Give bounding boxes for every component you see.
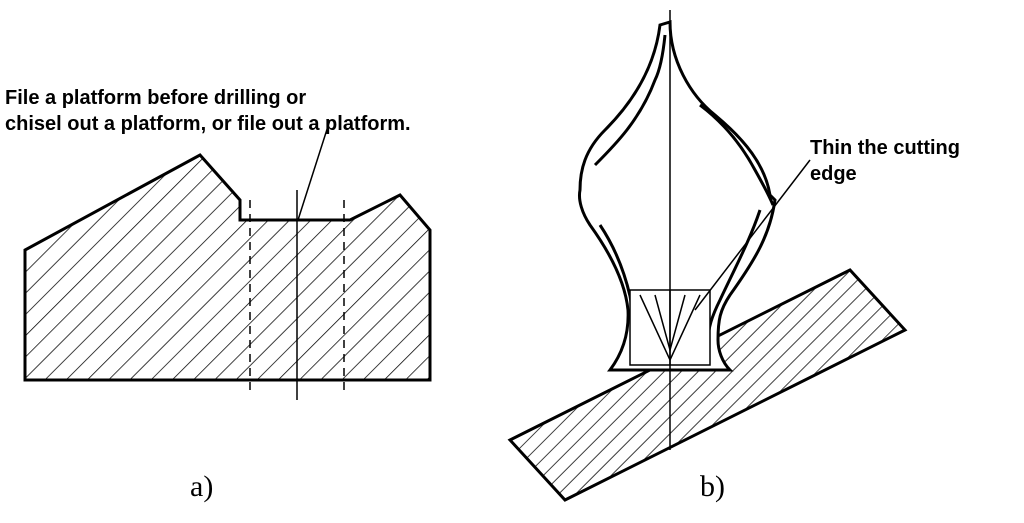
sub-label-a: a) xyxy=(190,470,213,504)
diagram-b xyxy=(510,10,905,500)
label-a: File a platform before drilling or chise… xyxy=(5,85,411,137)
diagram-svg xyxy=(0,0,1024,523)
technical-diagram-container: File a platform before drilling or chise… xyxy=(0,0,1024,523)
sub-label-b: b) xyxy=(700,470,725,504)
diagram-a-hatch xyxy=(25,155,430,380)
diagram-a xyxy=(25,120,430,400)
label-a-line2: chisel out a platform, or file out a pla… xyxy=(5,111,411,137)
label-b: Thin the cutting edge xyxy=(810,135,960,187)
label-b-line2: edge xyxy=(810,161,960,187)
label-a-line1: File a platform before drilling or xyxy=(5,85,411,111)
label-b-line1: Thin the cutting xyxy=(810,135,960,161)
